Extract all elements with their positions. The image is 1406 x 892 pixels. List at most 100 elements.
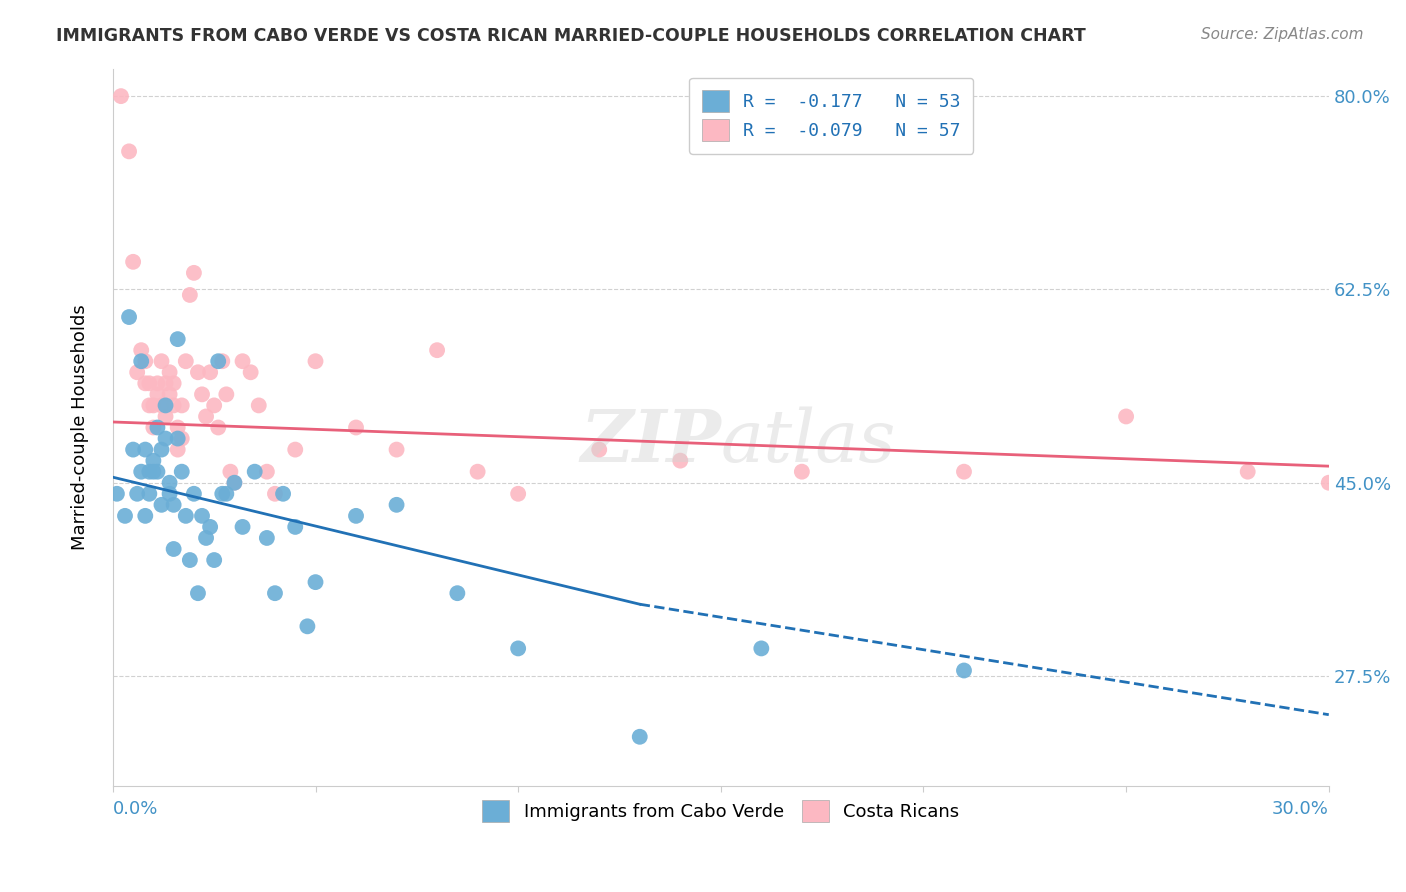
Text: 0.0%: 0.0% [112,800,159,818]
Point [170,398,193,412]
Point [146,387,169,401]
Point [211,487,233,501]
Text: atlas: atlas [721,407,896,477]
Point [284,520,307,534]
Text: IMMIGRANTS FROM CABO VERDE VS COSTA RICAN MARRIED-COUPLE HOUSEHOLDS CORRELATION : IMMIGRANTS FROM CABO VERDE VS COSTA RICA… [56,27,1085,45]
Point [138,398,160,412]
Point [588,442,610,457]
Point [344,508,367,523]
Point [163,541,186,556]
Point [118,145,141,159]
Point [385,442,408,457]
Point [138,376,160,391]
Y-axis label: Married-couple Households: Married-couple Households [72,305,89,550]
Point [1115,409,1137,424]
Point [146,376,169,391]
Point [166,332,188,346]
Point [446,586,468,600]
Text: ZIP: ZIP [579,407,721,477]
Point [239,365,262,379]
Point [790,465,813,479]
Point [211,354,233,368]
Point [174,508,197,523]
Point [628,730,651,744]
Point [284,442,307,457]
Point [467,465,489,479]
Point [159,387,181,401]
Point [159,365,181,379]
Point [508,641,530,656]
Point [150,398,173,412]
Point [163,376,186,391]
Point [264,586,287,600]
Point [271,487,294,501]
Point [122,442,145,457]
Point [170,432,193,446]
Point [202,553,225,567]
Point [202,398,225,412]
Point [243,465,266,479]
Point [163,498,186,512]
Point [198,365,221,379]
Point [159,475,181,490]
Point [219,465,242,479]
Point [129,465,152,479]
Point [142,465,165,479]
Point [142,398,165,412]
Point [155,409,177,424]
Point [179,288,201,302]
Point [224,475,246,490]
Point [122,255,145,269]
Point [195,531,218,545]
Text: 30.0%: 30.0% [1272,800,1329,818]
Point [304,575,326,590]
Point [166,420,188,434]
Point [426,343,449,358]
Point [134,508,156,523]
Point [179,553,201,567]
Point [155,432,177,446]
Point [155,376,177,391]
Point [215,387,238,401]
Point [1317,475,1340,490]
Point [127,365,149,379]
Point [187,365,209,379]
Point [264,487,287,501]
Point [155,398,177,412]
Point [146,420,169,434]
Point [191,508,214,523]
Point [163,398,186,412]
Point [118,310,141,324]
Point [134,354,156,368]
Point [138,487,160,501]
Point [183,266,205,280]
Point [134,376,156,391]
Point [142,420,165,434]
Point [150,354,173,368]
Point [166,442,188,457]
Point [385,498,408,512]
Point [159,487,181,501]
Point [749,641,772,656]
Legend: Immigrants from Cabo Verde, Costa Ricans: Immigrants from Cabo Verde, Costa Ricans [470,788,972,835]
Point [207,420,229,434]
Point [127,487,149,501]
Point [207,354,229,368]
Point [138,465,160,479]
Point [134,442,156,457]
Point [170,465,193,479]
Point [105,487,128,501]
Point [150,498,173,512]
Point [150,442,173,457]
Point [224,475,246,490]
Point [256,531,278,545]
Point [297,619,319,633]
Point [191,387,214,401]
Point [195,409,218,424]
Point [146,465,169,479]
Point [232,520,254,534]
Point [344,420,367,434]
Point [953,664,976,678]
Point [198,520,221,534]
Point [142,453,165,467]
